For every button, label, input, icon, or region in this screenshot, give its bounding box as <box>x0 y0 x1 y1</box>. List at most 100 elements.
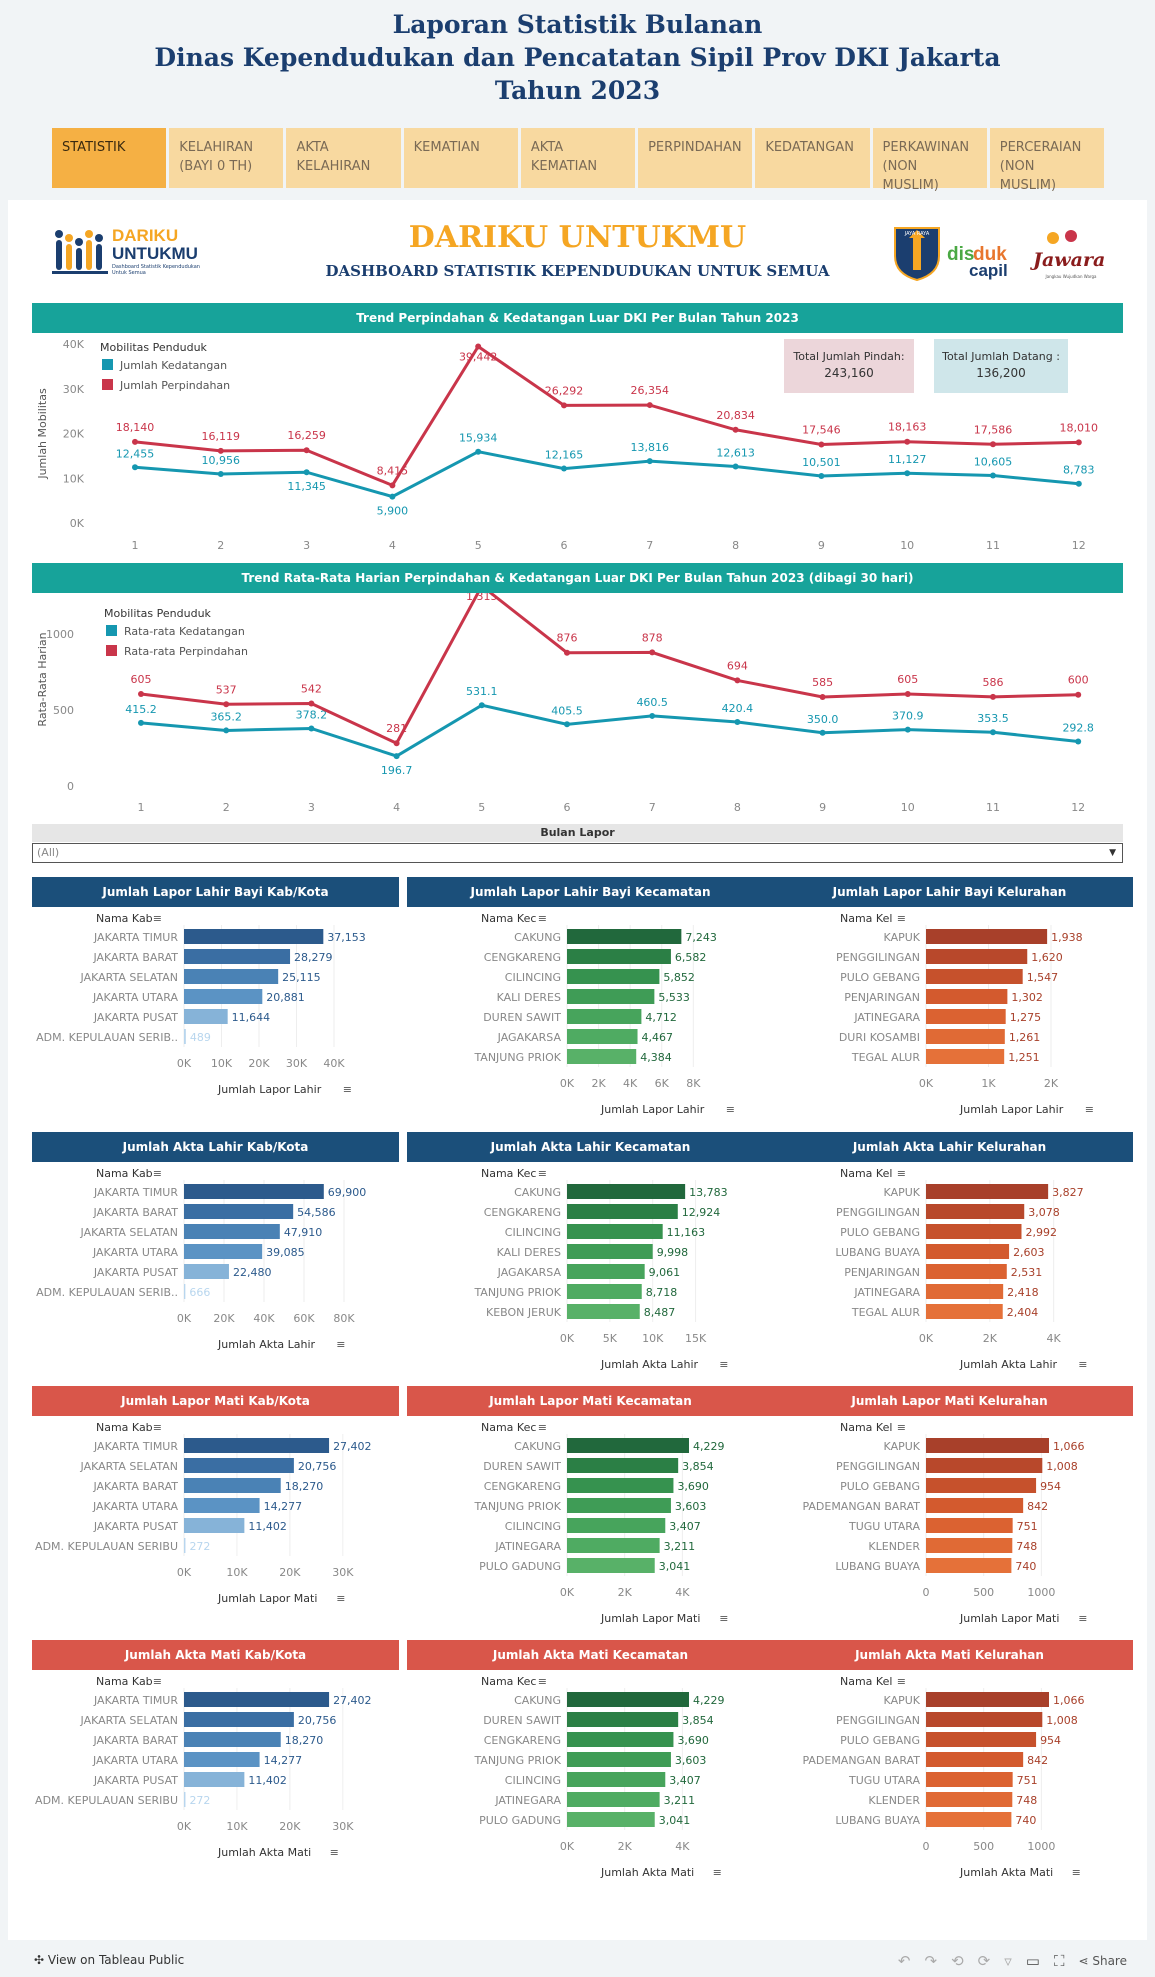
tab-kematian[interactable]: KEMATIAN <box>403 128 518 188</box>
bar <box>567 1204 678 1219</box>
category-label: CENGKARENG <box>484 951 561 964</box>
bar-value-label: 842 <box>1027 1500 1048 1513</box>
undo-icon[interactable]: ↶ <box>897 1952 911 1970</box>
x-tick-label: 500 <box>973 1840 994 1853</box>
category-label: KALI DERES <box>497 991 561 1004</box>
data-label: 15,934 <box>459 432 498 445</box>
x-tick-label: 0K <box>560 1586 575 1599</box>
pause-icon[interactable]: ▿ <box>1004 1952 1012 1970</box>
bar <box>926 1184 1049 1199</box>
bar-value-label: 1,620 <box>1031 951 1063 964</box>
kpi-total-datang: Total Jumlah Datang : 136,200 <box>934 339 1068 393</box>
data-point <box>393 753 400 760</box>
bar-value-label: 7,243 <box>685 931 717 944</box>
bar <box>567 1712 679 1727</box>
dimension-label: Nama Kel <box>840 1421 892 1434</box>
series-line <box>134 344 1079 488</box>
jawara-text: Jawara <box>1030 249 1105 271</box>
bar-value-label: 4,712 <box>645 1011 677 1024</box>
view-on-tableau-link[interactable]: ✣ View on Tableau Public <box>34 1953 184 1967</box>
tab-perpindahan[interactable]: PERPINDAHAN <box>638 128 753 188</box>
bar-value-label: 4,229 <box>693 1440 725 1453</box>
share-button[interactable]: ⋖ Share <box>1078 1954 1127 1968</box>
bar <box>184 1772 245 1787</box>
bar-value-label: 272 <box>189 1540 210 1553</box>
tab-kelahiran[interactable]: KELAHIRAN (BAYI 0 TH) <box>169 128 284 188</box>
title-line-2: Dinas Kependudukan dan Pencatatan Sipil … <box>154 43 1001 72</box>
data-point <box>478 702 485 709</box>
category-label: CILINCING <box>505 971 561 984</box>
category-label: PENJARINGAN <box>844 991 920 1004</box>
bar-value-label: 4,229 <box>693 1694 725 1707</box>
x-tick-label: 2 <box>223 801 230 814</box>
sort-icon: ≡ <box>153 1675 162 1688</box>
bar-value-label: 5,533 <box>658 991 690 1004</box>
data-point <box>904 690 911 697</box>
category-label: CILINCING <box>505 1774 561 1787</box>
bar <box>926 1498 1024 1513</box>
bar <box>184 969 279 984</box>
x-axis-title: Jumlah Akta Mati <box>600 1866 694 1879</box>
data-point <box>904 726 911 733</box>
dimension-label: Nama Kab <box>96 912 153 925</box>
data-point <box>475 343 482 350</box>
device-icon[interactable]: ▭ <box>1025 1952 1040 1970</box>
tab-statistik[interactable]: STATISTIK <box>52 128 167 188</box>
bar <box>926 1732 1037 1747</box>
bar <box>926 1558 1012 1573</box>
x-tick-label: 1000 <box>1027 1840 1055 1853</box>
akta-mati-kel-chart: Nama Kel ≡ KAPUK 1,066 PENGGILINGAN 1,008 PULO… <box>802 1675 1084 1879</box>
tab-perkawinan[interactable]: PERKAWINAN (NON MUSLIM) <box>872 128 987 193</box>
share-icon: ⋖ <box>1078 1954 1089 1968</box>
data-point <box>649 712 656 719</box>
disdukcapil-text-c: capil <box>969 261 1008 280</box>
bar <box>926 1438 1049 1453</box>
x-tick-label: 0 <box>923 1586 930 1599</box>
bar-value-label: 69,900 <box>328 1186 367 1199</box>
category-label: PADEMANGAN BARAT <box>802 1500 920 1513</box>
tab-perceraian[interactable]: PERCERAIAN (NON MUSLIM) <box>989 128 1104 193</box>
data-label: 460.5 <box>636 696 668 709</box>
data-label: 26,292 <box>545 384 584 397</box>
sort-icon: ≡ <box>538 1675 547 1688</box>
x-tick-label: 0K <box>560 1332 575 1345</box>
sort-icon: ≡ <box>897 1421 906 1434</box>
bar <box>184 1438 330 1453</box>
category-label: PENGGILINGAN <box>836 1460 920 1473</box>
data-point <box>389 482 396 489</box>
revert-icon[interactable]: ⟲ <box>951 1952 964 1970</box>
x-tick-label: 2K <box>591 1077 606 1090</box>
tab-kedatangan[interactable]: KEDATANGAN <box>755 128 870 188</box>
bulan-lapor-dropdown[interactable]: (All) ▼ <box>32 843 1123 863</box>
jawara-figure-icon <box>1047 232 1059 244</box>
logo-text-untukmu: UNTUKMU <box>112 244 198 263</box>
x-tick-label: 4K <box>1047 1332 1062 1345</box>
fullscreen-icon[interactable]: ⛶ <box>1053 1952 1065 1970</box>
forward-icon[interactable]: ⟳ <box>977 1952 991 1970</box>
logo-tagline: Dashboard Statistik Kependudukan Untuk S… <box>112 264 200 276</box>
brand-subtitle: DASHBOARD STATISTIK KEPENDUDUKAN UNTUK S… <box>325 262 830 280</box>
y-axis-title: Rata-Rata Harian <box>36 632 49 726</box>
tab-akta-kelahiran[interactable]: AKTA KELAHIRAN <box>286 128 401 188</box>
bar <box>926 1712 1043 1727</box>
disdukcapil-text-b: duk <box>973 244 1007 265</box>
bar-value-label: 751 <box>1017 1774 1038 1787</box>
dropdown-value: (All) <box>37 846 60 859</box>
bar-value-label: 3,854 <box>682 1714 714 1727</box>
x-tick-label: 12 <box>1072 539 1086 552</box>
data-point <box>990 693 996 700</box>
redo-icon[interactable]: ↷ <box>924 1952 938 1970</box>
tab-akta-kematian[interactable]: AKTA KEMATIAN <box>520 128 636 188</box>
bar <box>184 1204 294 1219</box>
x-tick-label: 6K <box>655 1077 670 1090</box>
x-tick-label: 9 <box>818 539 825 552</box>
data-label: 10,605 <box>974 456 1013 469</box>
bar <box>184 949 291 964</box>
category-label: JAKARTA UTARA <box>92 991 178 1004</box>
category-label: TANJUNG PRIOK <box>473 1286 561 1299</box>
x-axis-title: Jumlah Lapor Mati <box>600 1612 700 1625</box>
sort-icon: ≡ <box>719 1612 728 1625</box>
bar <box>926 1792 1013 1807</box>
